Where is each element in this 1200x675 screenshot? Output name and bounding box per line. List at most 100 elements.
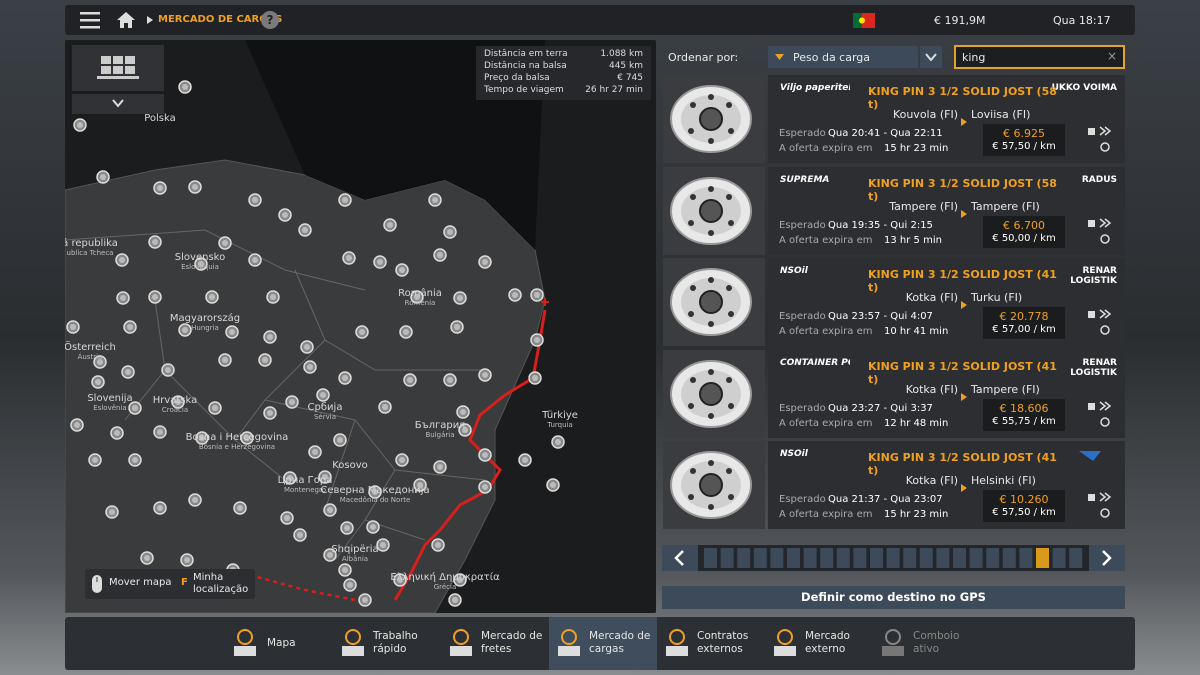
home-button[interactable] bbox=[116, 11, 136, 29]
cargo-image bbox=[663, 441, 765, 529]
menu-button[interactable] bbox=[80, 11, 102, 29]
page-segment bbox=[953, 548, 966, 568]
page-segment bbox=[936, 548, 950, 568]
company-logo: NSOil bbox=[780, 266, 808, 276]
destination: Loviisa (FI) bbox=[971, 108, 1031, 121]
city-core bbox=[327, 507, 333, 513]
page-segment bbox=[986, 548, 1000, 568]
country-label: Magyarország Hungria bbox=[170, 313, 240, 332]
city-core bbox=[198, 261, 204, 267]
map-labels: á republika ublica Tcheca Slovensko Eslováq… bbox=[65, 40, 656, 613]
map-panel[interactable]: Distância em terra 1.088 km Distância na b… bbox=[65, 40, 656, 613]
country-translation: Áustria bbox=[77, 353, 103, 361]
nav-item[interactable]: Comboio ativo bbox=[873, 617, 981, 670]
country-name: Црна Гора bbox=[277, 475, 333, 486]
nav-icon bbox=[774, 629, 796, 656]
collapse-button[interactable] bbox=[72, 94, 164, 114]
nav-icon bbox=[234, 629, 256, 656]
logo-mark bbox=[1079, 451, 1101, 461]
nav-item[interactable]: Mercado de fretes bbox=[441, 617, 549, 670]
price: € 6.700 bbox=[1003, 218, 1045, 232]
icon-base bbox=[234, 646, 256, 656]
offer-info: SUPREMA RADUS KING PIN 3 1/2 SOLID JOST (5… bbox=[768, 166, 1125, 255]
clear-search[interactable]: × bbox=[1106, 49, 1117, 63]
nav-item[interactable]: Trabalho rápido bbox=[333, 617, 441, 670]
cargo-image bbox=[663, 349, 765, 438]
city-core bbox=[397, 577, 403, 583]
city-core bbox=[372, 489, 378, 495]
city-core bbox=[302, 227, 308, 233]
offer[interactable]: SUPREMA RADUS KING PIN 3 1/2 SOLID JOST (5… bbox=[663, 166, 1128, 255]
ferry-icon bbox=[1100, 233, 1110, 244]
price: € 10.260 bbox=[999, 493, 1049, 506]
company-logo: Viljo paperitehdas Oy bbox=[780, 83, 850, 93]
city-core bbox=[462, 427, 468, 433]
page-segment bbox=[1002, 548, 1016, 568]
page-segment bbox=[870, 548, 883, 568]
kingpin-icon bbox=[670, 268, 752, 336]
bolt bbox=[688, 128, 694, 134]
next-page[interactable] bbox=[1089, 545, 1125, 571]
arrow-shape bbox=[961, 484, 967, 492]
cargo-filter-button[interactable] bbox=[72, 45, 164, 91]
city-core bbox=[74, 422, 80, 428]
bolt bbox=[688, 402, 694, 409]
cargo-image bbox=[663, 258, 765, 346]
page-segment bbox=[969, 548, 983, 568]
nav-item[interactable]: Mercado de cargas bbox=[549, 617, 657, 670]
city-core bbox=[92, 457, 98, 463]
my-location[interactable]: Minha localização bbox=[193, 572, 249, 595]
city-core bbox=[437, 252, 443, 258]
bolt bbox=[708, 321, 714, 327]
info-value: 1.088 km bbox=[600, 49, 643, 59]
country-name: Magyarország bbox=[169, 313, 241, 324]
prev-page[interactable] bbox=[662, 545, 698, 571]
city-core bbox=[534, 292, 540, 298]
expires-label: A oferta expira em bbox=[779, 509, 873, 520]
page-segment bbox=[704, 548, 717, 568]
city-core bbox=[512, 292, 518, 298]
price-box: € 20.778 € 57,00 / km bbox=[983, 307, 1065, 339]
country-translation: ublica Tcheca bbox=[66, 249, 114, 257]
sort-toggle[interactable] bbox=[920, 46, 942, 68]
expires-time: 13 hr 5 min bbox=[884, 234, 942, 246]
city-core bbox=[165, 367, 171, 373]
offer[interactable]: NSOil RENAR LOGISTIK KING PIN 3 1/2 SOLID … bbox=[663, 258, 1128, 346]
offer[interactable]: NSOil KING PIN 3 1/2 SOLID JOST (41 t) Kot… bbox=[663, 441, 1128, 529]
offer-info: NSOil RENAR LOGISTIK KING PIN 3 1/2 SOLID … bbox=[768, 258, 1125, 346]
icons bbox=[1088, 309, 1112, 335]
bottom-nav: Mapa Trabalho rápido Mercado de fretes Merc… bbox=[65, 617, 1135, 670]
gps-button[interactable]: Definir como destino no GPS bbox=[662, 586, 1125, 609]
nav-item[interactable]: Mapa bbox=[225, 617, 333, 670]
nav-item[interactable]: Contratos externos bbox=[657, 617, 765, 670]
city-core bbox=[522, 457, 528, 463]
bolt bbox=[726, 468, 732, 474]
offer[interactable]: CONTAINER PORT RENAR LOGISTIK KING PIN 3 1… bbox=[663, 349, 1128, 438]
nav-item[interactable]: Mercado externo bbox=[765, 617, 873, 670]
arrow-shape bbox=[961, 118, 967, 126]
help-button[interactable]: ? bbox=[261, 11, 279, 29]
city-core bbox=[447, 229, 453, 235]
search-box[interactable]: king × bbox=[954, 45, 1125, 69]
sort-dropdown[interactable]: Peso da carga bbox=[768, 46, 918, 68]
origin: Kotka (FI) bbox=[905, 474, 958, 487]
page-segment bbox=[853, 548, 867, 568]
info-label: Preço da balsa bbox=[484, 73, 550, 83]
expected-time: Qua 23:27 - Qui 3:37 bbox=[828, 402, 933, 414]
city-core bbox=[452, 597, 458, 603]
price: € 18.606 bbox=[999, 401, 1049, 415]
map bbox=[65, 40, 656, 613]
country-name: á republika bbox=[65, 238, 118, 249]
pin bbox=[699, 107, 723, 131]
expires-time: 12 hr 48 min bbox=[884, 417, 949, 429]
expires-label: A oferta expira em bbox=[779, 234, 873, 246]
bolt bbox=[690, 376, 696, 383]
city-core bbox=[182, 327, 188, 333]
kingpin-icon bbox=[670, 359, 752, 428]
move-map[interactable]: Mover mapa bbox=[109, 577, 172, 588]
bolt bbox=[690, 285, 696, 291]
company-logo: SUPREMA bbox=[780, 174, 830, 185]
page-segment bbox=[919, 548, 933, 568]
bolt bbox=[726, 376, 732, 383]
